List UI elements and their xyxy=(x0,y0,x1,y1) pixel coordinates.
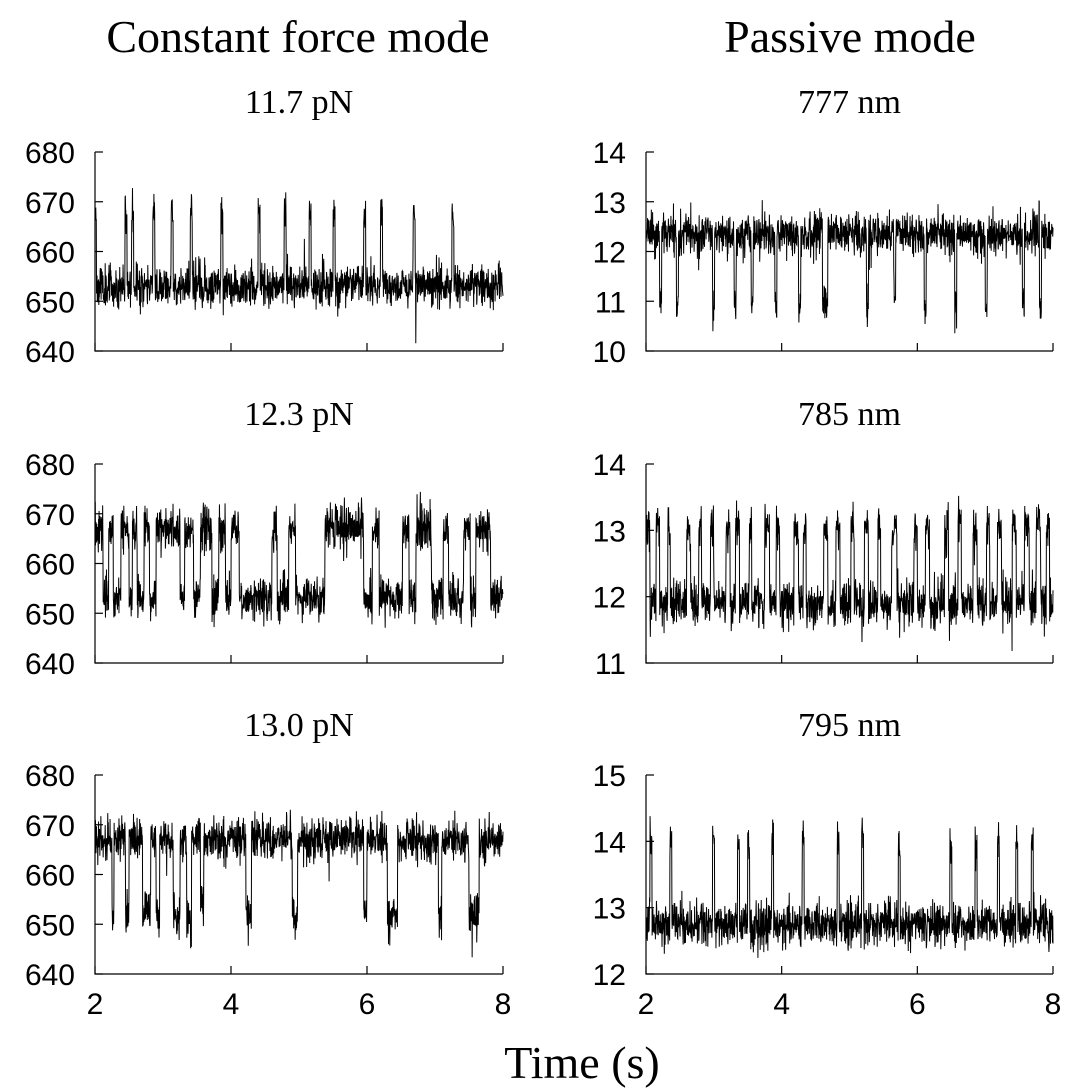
panels: 11.7 pN 640 650 660 670 680 777 nm 10 11 12 13 14 12… xyxy=(25,84,1061,1021)
y-tick-label: 670 xyxy=(25,187,75,220)
x-axis-label: Time (s) xyxy=(504,1037,660,1088)
series-line xyxy=(645,495,1054,652)
y-tick-label: 14 xyxy=(593,137,626,170)
y-tick-label: 10 xyxy=(593,336,626,369)
x-tick-label: 8 xyxy=(495,988,512,1021)
y-tick-label: 650 xyxy=(25,286,75,319)
x-tick-label: 2 xyxy=(638,988,655,1021)
axis-frame xyxy=(645,464,1053,664)
axis-frame xyxy=(94,152,503,352)
series-line xyxy=(94,809,504,958)
x-tick-label: 6 xyxy=(909,988,926,1021)
y-tick-label: 640 xyxy=(25,336,75,369)
y-tick-label: 13 xyxy=(593,187,626,220)
column-title-passive: Passive mode xyxy=(724,11,976,62)
y-tick-label: 660 xyxy=(25,237,75,270)
panel-4: 785 nm 11 12 13 14 xyxy=(593,396,1054,681)
series-line xyxy=(645,816,1054,958)
y-tick-label: 13 xyxy=(593,893,626,926)
y-tick-label: 660 xyxy=(25,860,75,893)
y-tick-label: 14 xyxy=(593,449,626,482)
panel-title: 13.0 pN xyxy=(244,707,354,744)
y-tick-label: 12 xyxy=(593,582,626,615)
column-title-constant-force: Constant force mode xyxy=(106,11,489,62)
x-tick-label: 4 xyxy=(773,988,790,1021)
y-tick-label: 670 xyxy=(25,499,75,532)
y-tick-label: 11 xyxy=(595,286,626,319)
panel-3: 12.3 pN 640 650 660 670 680 xyxy=(25,396,504,681)
y-tick-label: 15 xyxy=(593,760,626,793)
x-tick-label: 6 xyxy=(359,988,376,1021)
x-tick-label: 2 xyxy=(87,988,104,1021)
panel-5: 13.0 pN 640 650 660 670 680 2 4 6 8 xyxy=(25,707,511,1021)
y-tick-label: 650 xyxy=(25,598,75,631)
y-tick-label: 650 xyxy=(25,909,75,942)
y-tick-label: 660 xyxy=(25,549,75,582)
y-tick-label: 14 xyxy=(593,826,626,859)
series-line xyxy=(645,200,1054,334)
y-tick-label: 12 xyxy=(593,237,626,270)
panel-title: 795 nm xyxy=(798,707,901,744)
panel-6: 795 nm 12 13 14 15 2 4 6 8 xyxy=(593,707,1062,1021)
x-tick-label: 8 xyxy=(1045,988,1062,1021)
y-tick-label: 680 xyxy=(25,449,75,482)
y-tick-label: 11 xyxy=(595,648,626,681)
panel-2: 777 nm 10 11 12 13 14 xyxy=(593,84,1054,369)
series-line xyxy=(94,491,504,628)
axis-frame xyxy=(645,152,1053,352)
y-tick-label: 12 xyxy=(593,959,626,992)
panel-title: 12.3 pN xyxy=(244,396,354,433)
y-tick-label: 670 xyxy=(25,810,75,843)
y-tick-label: 640 xyxy=(25,959,75,992)
panel-title: 11.7 pN xyxy=(245,84,353,121)
y-tick-label: 680 xyxy=(25,760,75,793)
y-tick-label: 13 xyxy=(593,515,626,548)
panel-title: 785 nm xyxy=(798,396,901,433)
panel-title: 777 nm xyxy=(798,84,901,121)
y-tick-label: 640 xyxy=(25,648,75,681)
x-tick-label: 4 xyxy=(223,988,240,1021)
series-line xyxy=(94,188,504,344)
panel-1: 11.7 pN 640 650 660 670 680 xyxy=(25,84,504,369)
y-tick-label: 680 xyxy=(25,137,75,170)
